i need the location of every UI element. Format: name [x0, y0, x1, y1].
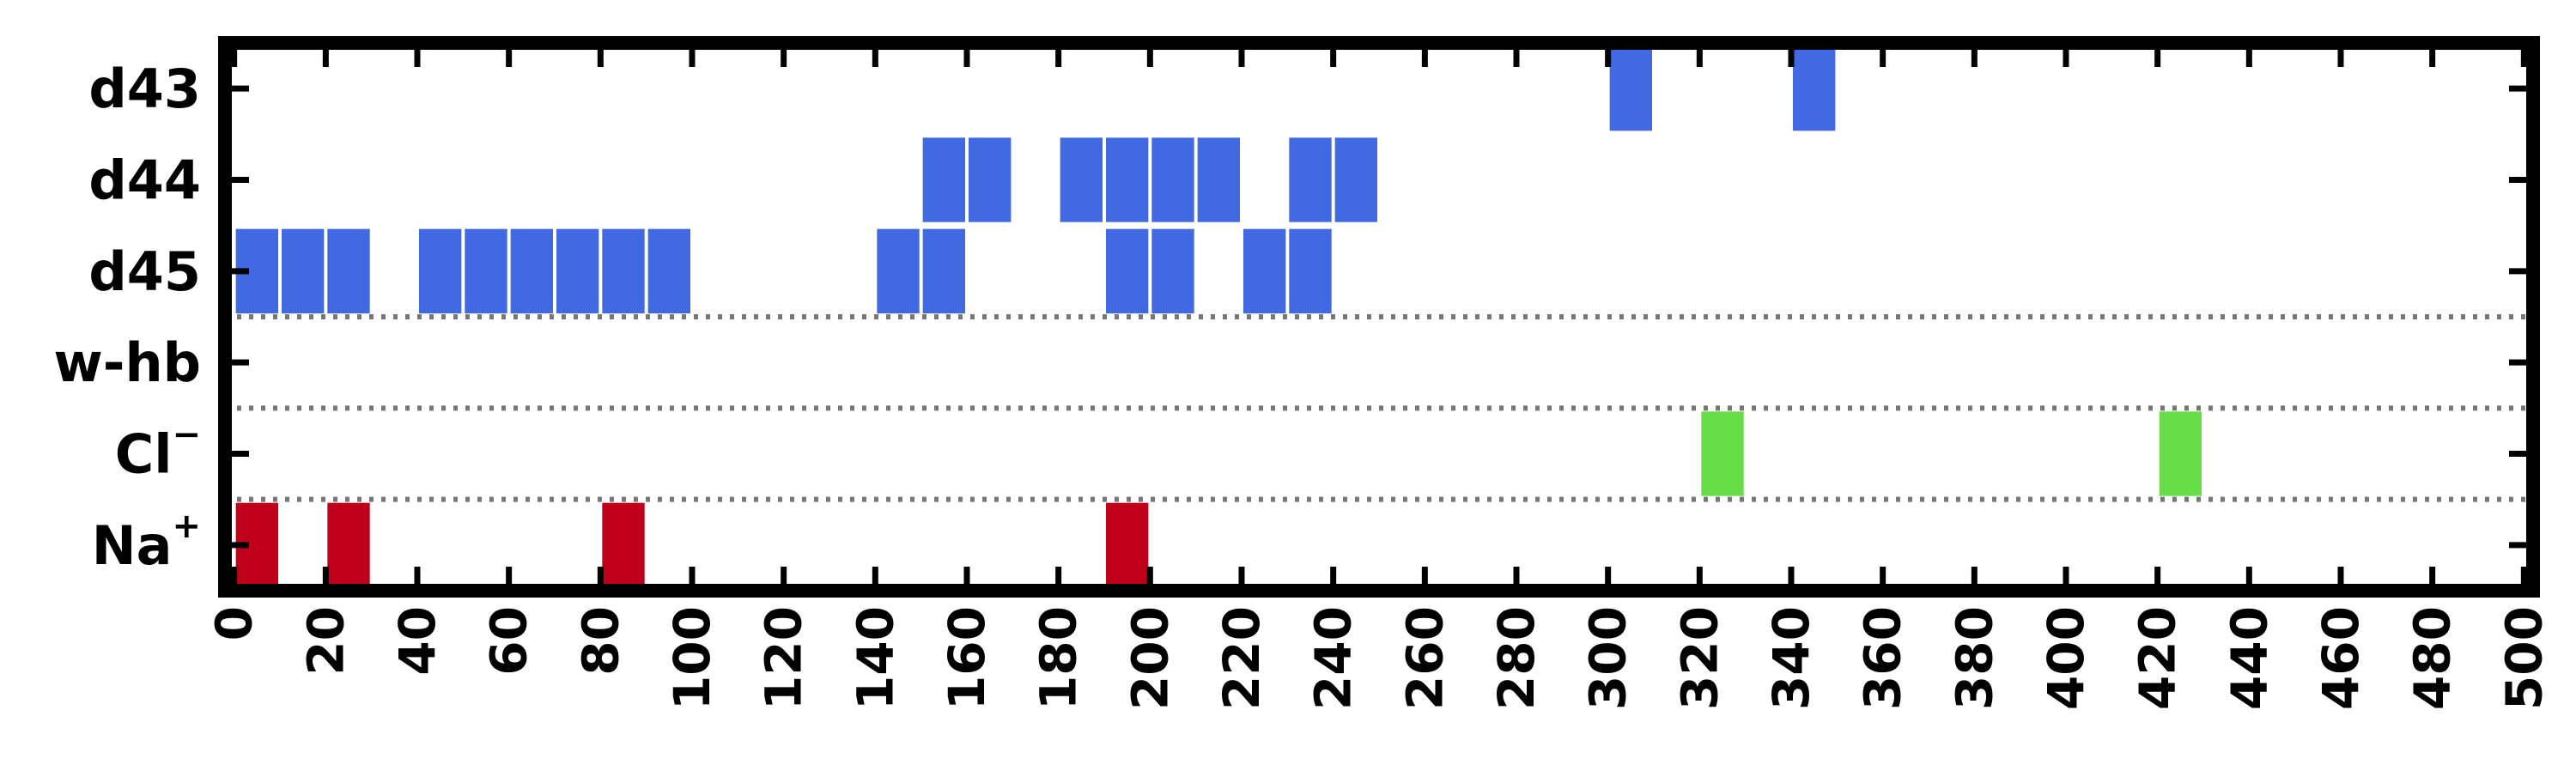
- y-tick-label: d44: [88, 149, 201, 211]
- bar-d44-190: [1106, 137, 1149, 222]
- x-tick-label: 480: [2403, 606, 2462, 710]
- x-tick-label: 100: [663, 606, 721, 710]
- y-tick-label-text: w-hb: [53, 331, 201, 394]
- bar-cl-320: [1701, 411, 1744, 496]
- x-tick-label: 180: [1030, 606, 1088, 710]
- y-tick-label-superscript: −: [172, 416, 201, 455]
- bar-d44-230: [1289, 137, 1332, 222]
- bar-d45-10: [282, 228, 325, 313]
- separators-layer: [225, 314, 2533, 502]
- x-tick-label: 360: [1854, 606, 1912, 710]
- bar-d43-300: [1609, 46, 1652, 131]
- x-tick-label: 300: [1579, 606, 1637, 710]
- bar-d45-220: [1243, 228, 1286, 313]
- x-tick-label: 440: [2220, 606, 2278, 710]
- bar-na-20: [327, 502, 370, 587]
- x-tick-label: 60: [480, 606, 538, 676]
- bar-d45-80: [602, 228, 645, 313]
- bar-na-190: [1106, 502, 1149, 587]
- bar-d45-20: [327, 228, 370, 313]
- bar-d44-240: [1334, 137, 1377, 222]
- bar-d44-150: [922, 137, 965, 222]
- x-tick-label: 420: [2129, 606, 2187, 710]
- x-tick-label: 380: [1945, 606, 2003, 710]
- bar-d44-210: [1197, 137, 1240, 222]
- y-tick-label: d43: [88, 58, 201, 120]
- bar-d45-90: [647, 228, 690, 313]
- x-tick-label: 220: [1212, 606, 1271, 710]
- y-tick-label-superscript: +: [172, 507, 201, 546]
- bar-d45-60: [510, 228, 553, 313]
- x-tick-label: 20: [296, 606, 355, 676]
- x-tick-label: 160: [938, 606, 996, 710]
- bar-na-80: [602, 502, 645, 587]
- y-tick-label: d45: [88, 240, 201, 302]
- y-tick-label-text: d44: [88, 149, 201, 211]
- y-tick-label-text: d45: [88, 240, 201, 302]
- x-tick-label: 400: [2037, 606, 2095, 710]
- bar-d45-150: [922, 228, 965, 313]
- x-tick-label: 460: [2312, 606, 2370, 710]
- x-tick-label: 500: [2494, 606, 2553, 710]
- bar-d45-200: [1151, 228, 1194, 313]
- y-tick-label: Na+: [92, 507, 201, 577]
- x-tick-label: 280: [1487, 606, 1546, 710]
- bar-cl-420: [2159, 411, 2202, 496]
- bar-d45-70: [556, 228, 599, 313]
- x-tick-label: 200: [1121, 606, 1179, 710]
- y-tick-label: Cl−: [115, 416, 201, 486]
- y-tick-label: w-hb: [53, 331, 201, 394]
- x-tick-label: 80: [571, 606, 629, 676]
- bar-d45-230: [1289, 228, 1332, 313]
- y-tick-label-text: Na: [92, 513, 173, 576]
- bar-d43-340: [1793, 46, 1836, 131]
- bar-d45-50: [465, 228, 507, 313]
- y-tick-label-text: Cl: [115, 422, 173, 485]
- labels-layer: 0 20 40 60 80 100 120 140 160 180 200 220 240 260 280 3…: [53, 58, 2553, 710]
- x-tick-label: 120: [755, 606, 813, 710]
- bar-d45-40: [419, 228, 462, 313]
- x-tick-label: 320: [1670, 606, 1728, 710]
- bar-d44-180: [1060, 137, 1103, 222]
- x-tick-label: 140: [846, 606, 904, 710]
- bar-d44-200: [1151, 137, 1194, 222]
- x-tick-label: 40: [388, 606, 447, 676]
- x-tick-label: 340: [1762, 606, 1820, 710]
- x-tick-label: 0: [205, 606, 264, 640]
- bars-layer: [235, 46, 2202, 587]
- x-tick-label: 260: [1395, 606, 1454, 710]
- plot-frame: [218, 36, 2540, 598]
- x-tick-label: 240: [1304, 606, 1363, 710]
- bar-d45-190: [1106, 228, 1149, 313]
- bar-d45-140: [877, 228, 920, 313]
- bar-d44-160: [969, 137, 1012, 222]
- y-tick-label-text: d43: [88, 58, 201, 120]
